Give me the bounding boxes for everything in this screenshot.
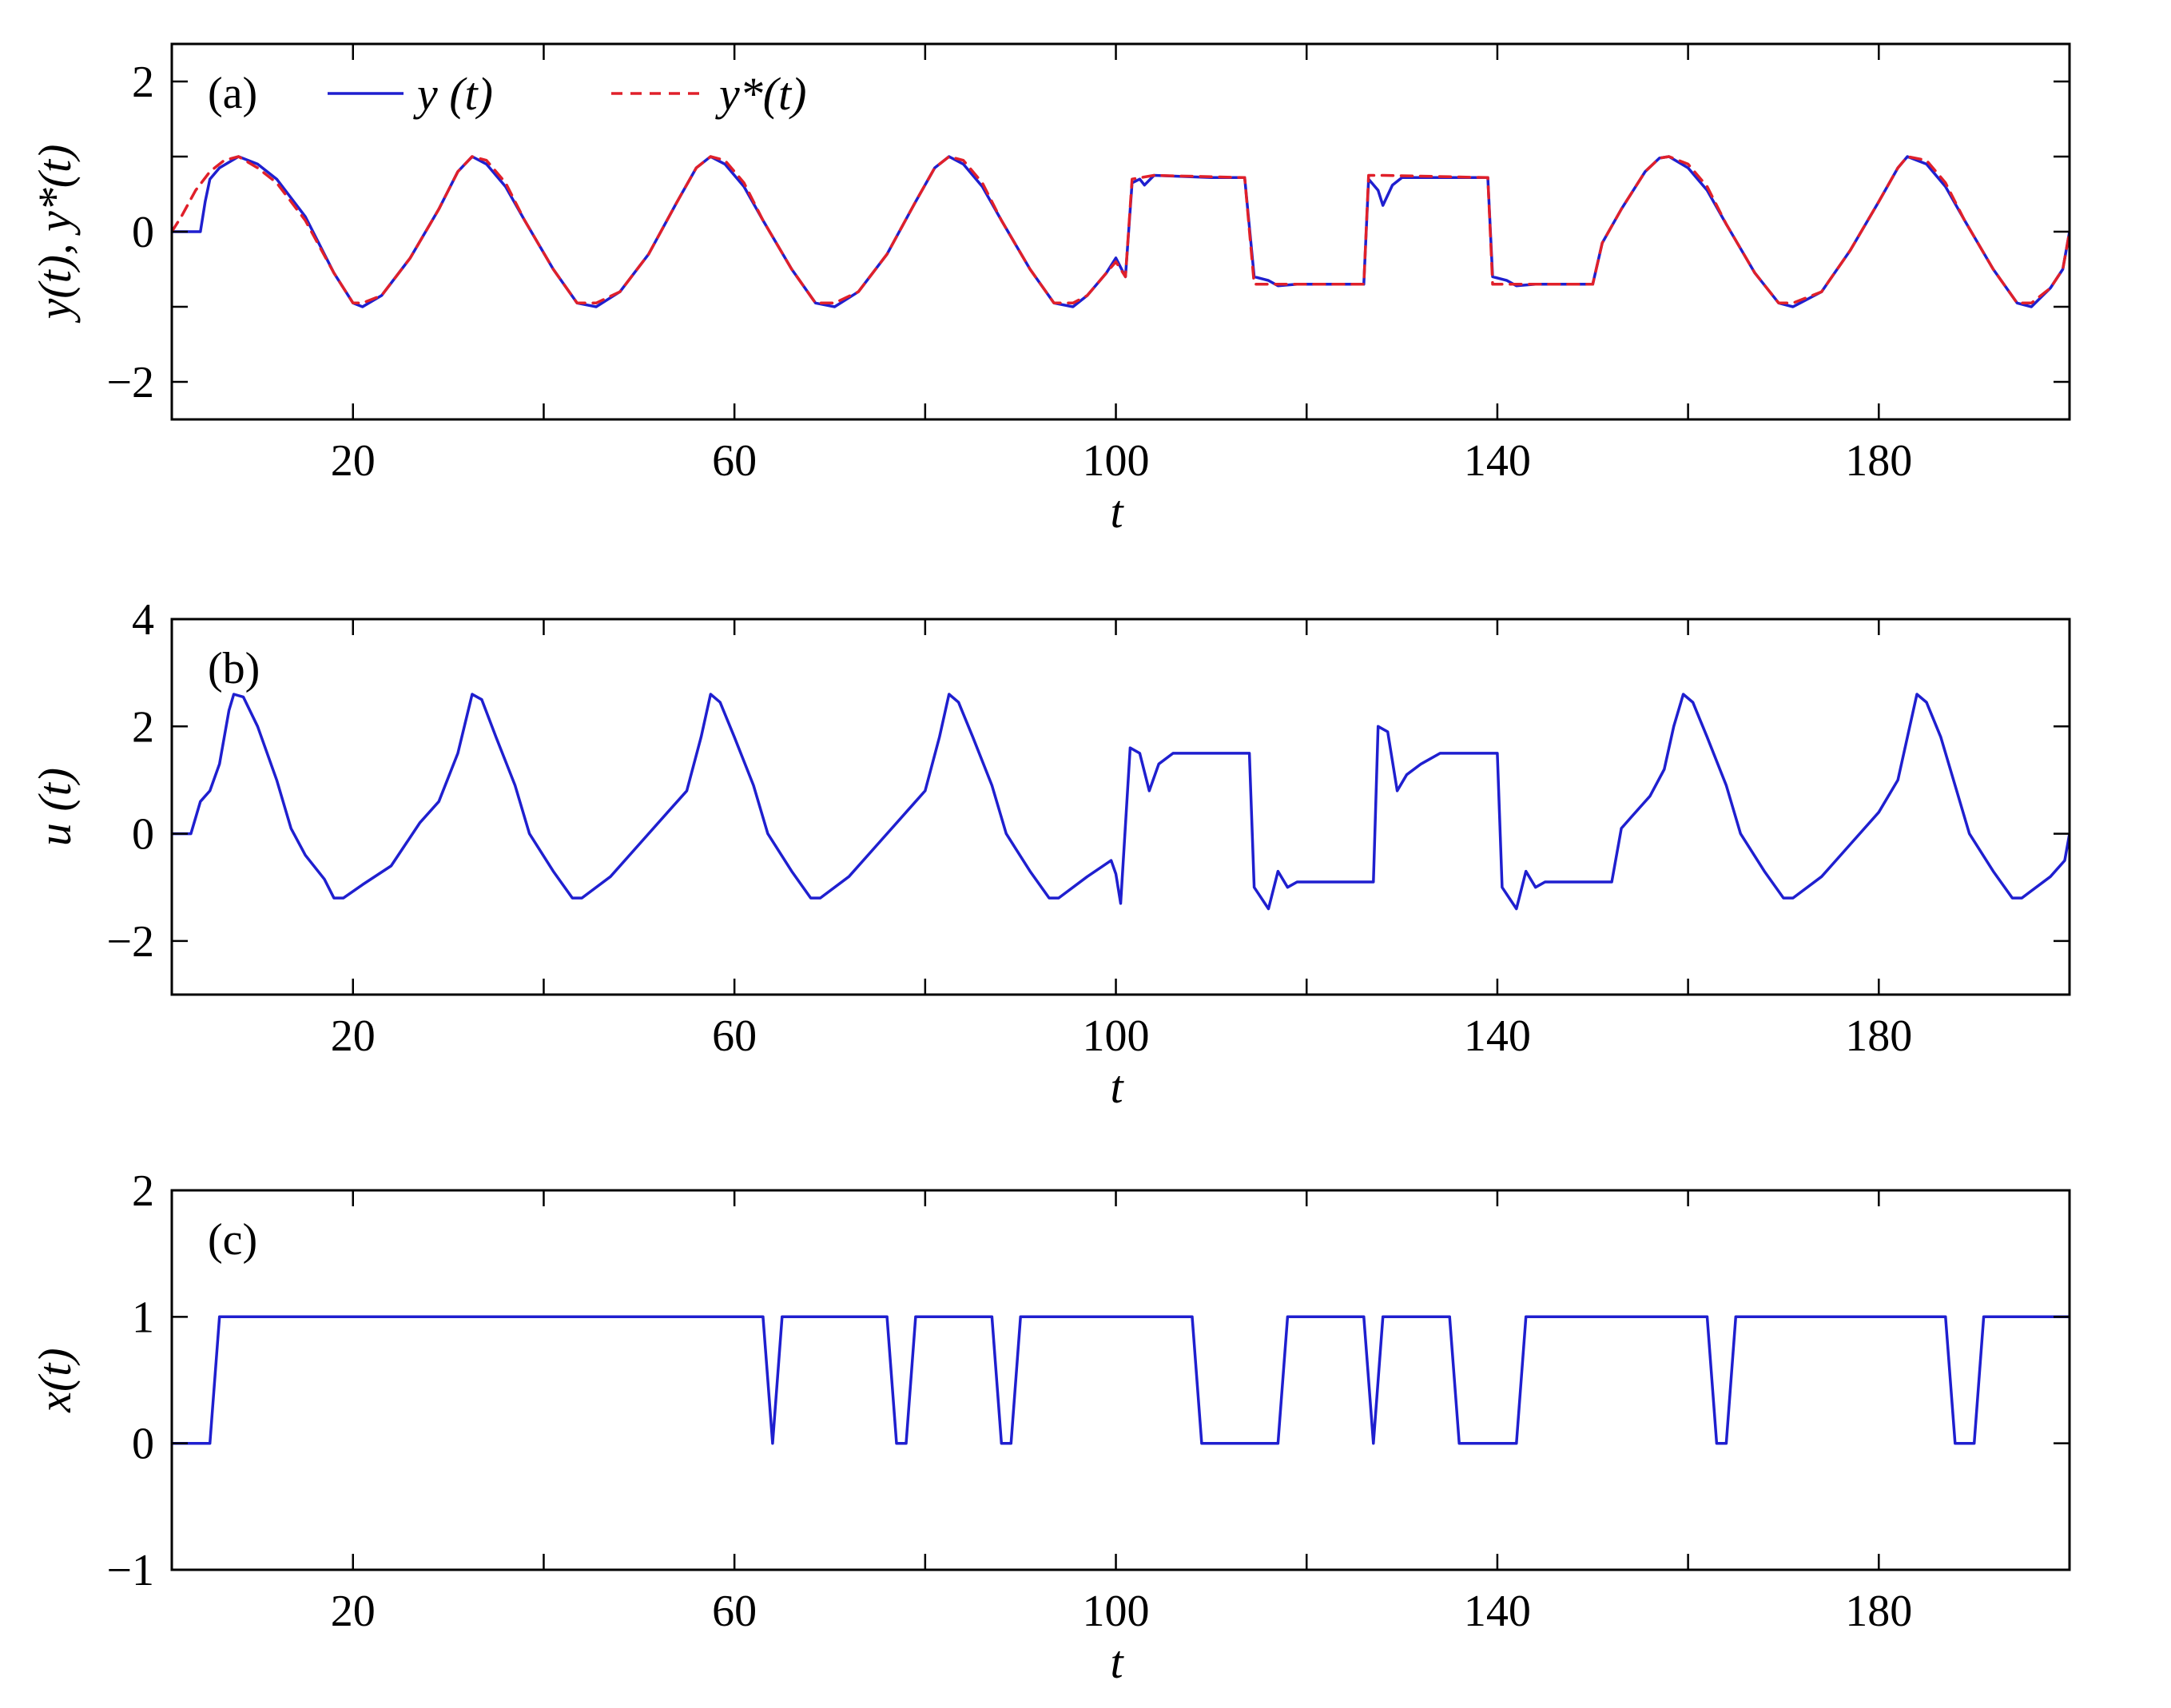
x-tick-label: 20 — [331, 1011, 376, 1061]
y-tick-label: −2 — [106, 358, 154, 407]
x-axis-label: t — [1110, 1061, 1124, 1113]
y-tick-label: 2 — [132, 702, 154, 752]
legend-label: y*(t) — [715, 68, 807, 120]
y-axis-label: x(t) — [29, 1348, 81, 1413]
panel-label: (a) — [208, 69, 257, 118]
x-tick-label: 140 — [1464, 1587, 1531, 1636]
x-tick-label: 100 — [1083, 1011, 1150, 1061]
x-tick-label: 180 — [1845, 1011, 1912, 1061]
y-tick-label: 2 — [132, 1166, 154, 1216]
x-tick-label: 140 — [1464, 1011, 1531, 1061]
x-tick-label: 100 — [1083, 436, 1150, 486]
series-line-y-star — [172, 155, 2070, 305]
x-tick-label: 60 — [712, 1587, 757, 1636]
x-tick-label: 180 — [1845, 1587, 1912, 1636]
panel-label: (c) — [208, 1215, 257, 1265]
x-tick-label: 100 — [1083, 1587, 1150, 1636]
y-axis-label: u (t) — [29, 768, 81, 846]
x-tick-label: 60 — [712, 1011, 757, 1061]
y-tick-label: 0 — [132, 810, 154, 860]
panel-c: 20 60 100 140 180 2 1 0 −1 t x(t) (c) — [29, 1166, 2071, 1688]
y-tick-label: 0 — [132, 208, 154, 257]
series-line-u — [172, 693, 2070, 911]
x-axis-label: t — [1110, 1636, 1124, 1688]
x-tick-label: 60 — [712, 436, 757, 486]
x-tick-label: 180 — [1845, 436, 1912, 486]
y-tick-label: −2 — [106, 917, 154, 967]
y-axis-label: y(t), y*(t) — [29, 145, 81, 324]
y-tick-label: 4 — [132, 595, 154, 645]
plot-frame — [170, 1189, 2071, 1571]
legend-label: y (t) — [413, 68, 493, 120]
y-tick-label: −1 — [106, 1546, 154, 1595]
panel-label: (b) — [208, 644, 260, 693]
legend: y (t) y*(t) — [328, 68, 807, 120]
y-tick-label: 0 — [132, 1420, 154, 1469]
x-tick-label: 140 — [1464, 436, 1531, 486]
x-tick-label: 20 — [331, 1587, 376, 1636]
plot-frame — [170, 618, 2071, 996]
y-tick-label: 1 — [132, 1293, 154, 1342]
x-tick-label: 20 — [331, 436, 376, 486]
series-line-y — [172, 155, 2070, 308]
series-line-x — [172, 1315, 2070, 1445]
x-axis-label: t — [1110, 486, 1124, 538]
y-tick-label: 2 — [132, 58, 154, 107]
